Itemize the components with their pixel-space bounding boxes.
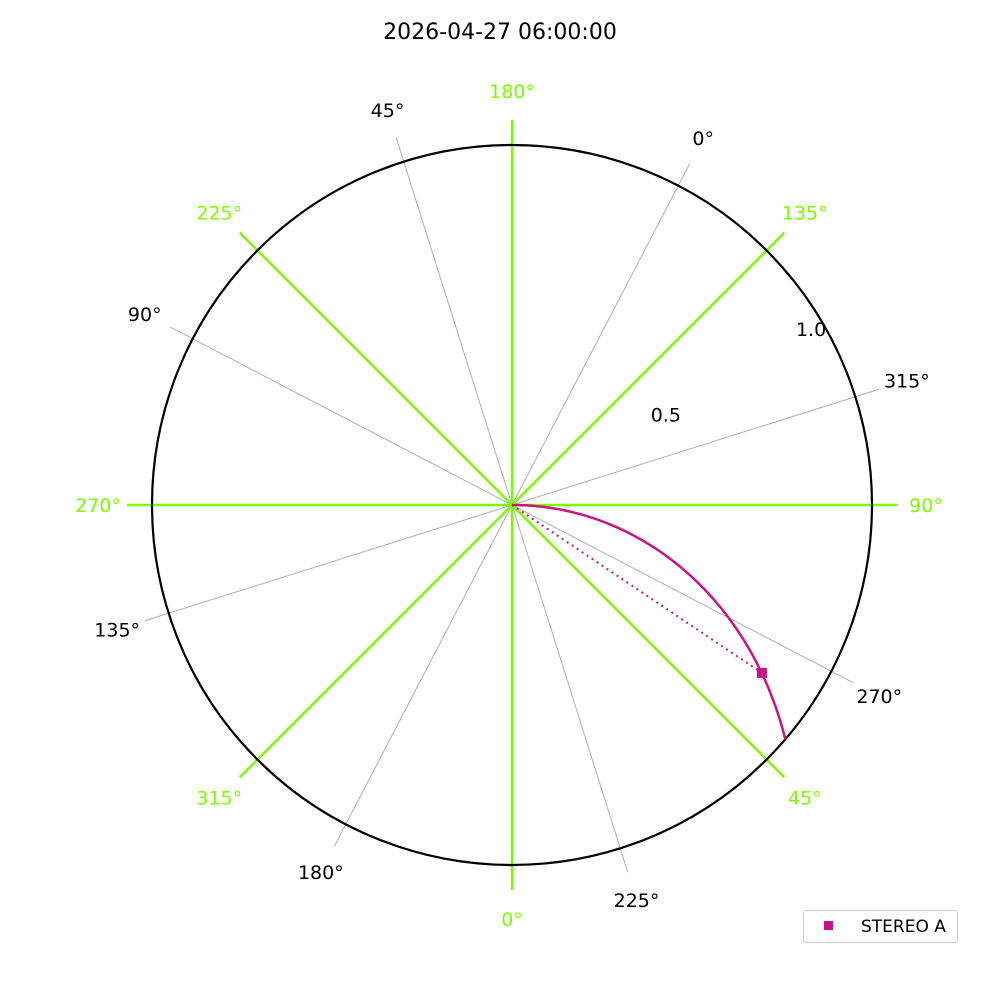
- legend-marker-stereo-a: [824, 921, 833, 930]
- radial-tick-label: 1.0: [796, 319, 826, 341]
- secondary-longitude-label: 135°: [94, 619, 140, 641]
- secondary-grid-line: [511, 504, 854, 684]
- radial-tick-label: 0.5: [651, 404, 681, 426]
- secondary-longitude-label: 225°: [614, 890, 660, 912]
- secondary-longitude-label: 45°: [371, 100, 405, 122]
- secondary-grid-line: [511, 388, 880, 506]
- secondary-longitude-label: 90°: [128, 304, 162, 326]
- legend: STEREO A: [803, 910, 958, 943]
- secondary-grid-line: [511, 163, 691, 506]
- secondary-longitude-label: 315°: [884, 371, 930, 393]
- primary-longitude-label: 180°: [489, 81, 535, 103]
- primary-longitude-label: 0°: [501, 909, 523, 931]
- secondary-grid-line: [144, 504, 513, 622]
- chart-title: 2026-04-27 06:00:00: [383, 20, 617, 45]
- primary-longitude-label: 45°: [788, 788, 822, 810]
- secondary-grid-line: [170, 326, 513, 506]
- secondary-grid-line: [511, 504, 629, 873]
- secondary-longitude-label: 270°: [856, 686, 902, 708]
- primary-longitude-label: 270°: [75, 495, 121, 517]
- polar-frame: [150, 143, 874, 867]
- secondary-grid-line: [395, 137, 513, 506]
- legend-box: [803, 910, 958, 943]
- parker-spiral-stereo-a: [512, 503, 787, 740]
- legend-label-stereo-a: STEREO A: [861, 917, 946, 937]
- primary-longitude-label: 225°: [196, 202, 242, 224]
- radial-line-stereo-a: [511, 504, 763, 674]
- secondary-grid-line: [333, 504, 513, 847]
- secondary-longitude-label: 180°: [298, 862, 344, 884]
- data-point-stereo-a: [756, 667, 767, 678]
- primary-grid-line: [511, 504, 786, 779]
- primary-grid-line: [511, 231, 786, 506]
- primary-grid-line: [238, 504, 513, 779]
- primary-grid-line: [238, 231, 513, 506]
- primary-longitude-label: 90°: [909, 495, 943, 517]
- primary-longitude-label: 315°: [196, 788, 242, 810]
- primary-longitude-label: 135°: [782, 202, 828, 224]
- secondary-longitude-label: 0°: [692, 128, 714, 150]
